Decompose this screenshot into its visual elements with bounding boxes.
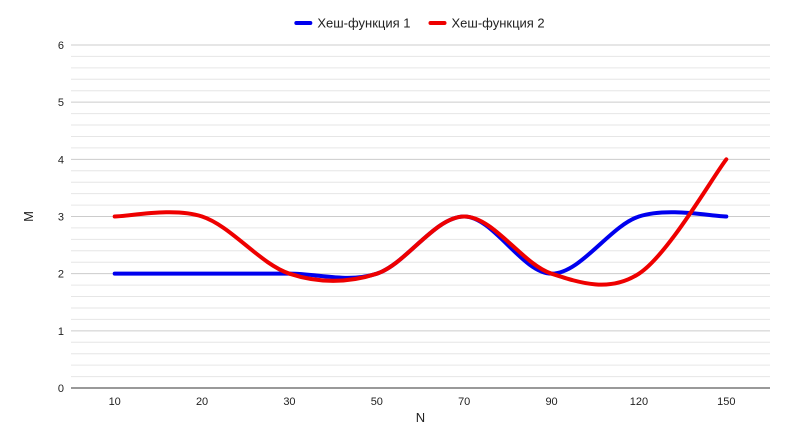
x-tick-label: 150	[717, 396, 735, 408]
y-axis-title: M	[21, 211, 36, 222]
y-tick-label: 1	[58, 326, 64, 338]
x-tick-label: 30	[283, 396, 295, 408]
y-tick-label: 3	[58, 212, 64, 224]
y-tick-label: 5	[58, 97, 64, 109]
y-tick-label: 6	[58, 40, 64, 52]
series-line-hash-function-2	[112, 157, 729, 287]
x-tick-label: 120	[630, 396, 648, 408]
y-tick-label: 0	[58, 383, 64, 395]
y-tick-label: 2	[58, 269, 64, 281]
legend-label-hash-function-1: Хеш-функция 1	[317, 16, 410, 31]
legend-label-hash-function-2: Хеш-функция 2	[452, 16, 545, 31]
y-tick-label: 4	[58, 154, 64, 166]
x-tick-label: 10	[109, 396, 121, 408]
y-axis-tick-labels: 0 1 2 3 4 5 6	[58, 40, 64, 395]
x-axis-tick-labels: 10 20 30 50 70 90 120 150	[109, 396, 736, 408]
legend: Хеш-функция 1 Хеш-функция 2	[294, 16, 545, 31]
x-tick-label: 50	[371, 396, 383, 408]
x-axis-title: N	[416, 410, 425, 425]
x-tick-label: 90	[545, 396, 557, 408]
gridlines	[71, 44, 770, 378]
series-lines	[112, 157, 729, 287]
series-line-hash-function-1	[112, 210, 729, 280]
x-tick-label: 70	[458, 396, 470, 408]
x-tick-label: 20	[196, 396, 208, 408]
